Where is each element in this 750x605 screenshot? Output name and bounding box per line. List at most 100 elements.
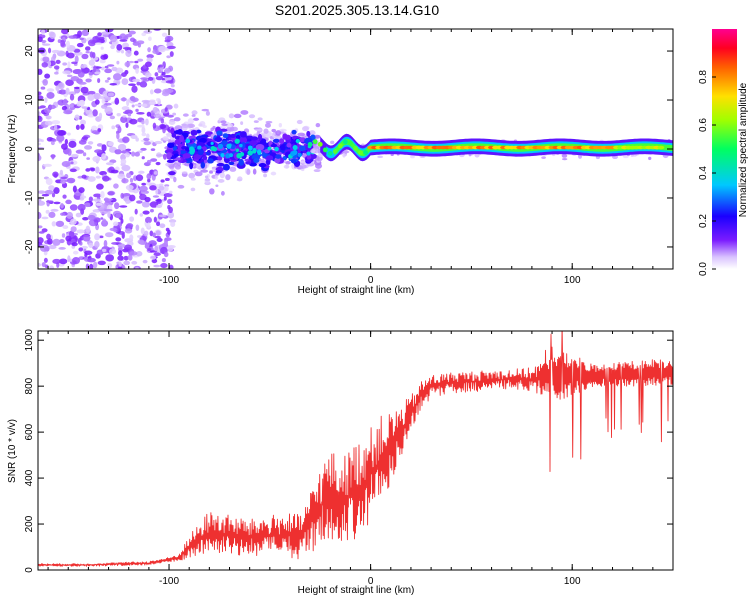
spectrogram-noise-blob [168, 264, 174, 269]
spectrogram-noise-blob [129, 251, 138, 256]
spectrogram-cloud-blob [174, 139, 182, 145]
spectrogram-cloud-blob [219, 128, 228, 132]
spectrogram-noise-blob [70, 76, 80, 82]
spectrogram-noise-blob [107, 262, 113, 269]
spectrogram-xtick-label: 100 [564, 275, 581, 286]
spectrogram-noise-blob [73, 86, 81, 90]
spectrogram-noise-blob [41, 216, 49, 220]
spectrogram-noise-blob [158, 185, 165, 191]
spectrogram-noise-blob [122, 114, 127, 118]
spectrogram-halo-blob [225, 174, 231, 181]
spectrogram-noise-blob [38, 225, 43, 229]
spectrogram-cloud-blob [170, 127, 175, 135]
spectrogram-noise-blob [120, 218, 124, 224]
spectrogram-noise-blob [38, 237, 44, 244]
spectrogram-halo-blob [228, 113, 235, 119]
spectrogram-cloud-blob [168, 171, 176, 176]
signal-early-knot [317, 141, 323, 147]
spectrogram-cyan-spot [210, 141, 214, 145]
snr-y-label: SNR (10 * v/v) [7, 419, 18, 483]
spectrogram-noise-blob [108, 248, 117, 255]
spectrogram-noise-blob [109, 227, 118, 232]
spectrogram-noise-blob [138, 170, 145, 174]
spectrogram-noise-blob [117, 243, 126, 249]
spectrogram-halo-blob [198, 123, 203, 127]
spectrogram-cloud-blob [217, 156, 223, 161]
spectrogram-halo-blob [204, 175, 209, 179]
spectrogram-noise-blob [84, 145, 93, 150]
spectrogram-cloud-blob [189, 162, 194, 170]
spectrogram-band-blob [561, 158, 568, 161]
spectrogram-cyan-spot [247, 145, 253, 151]
spectrogram-cloud-blob [199, 137, 207, 144]
spectrogram-noise-blob [70, 153, 79, 158]
spectrogram-noise-blob [134, 103, 143, 107]
spectrogram-noise-blob [152, 122, 157, 129]
spectrogram-cyan-spot [235, 148, 240, 152]
spectrogram-noise-blob [95, 175, 101, 179]
spectrogram-ytick-label: -20 [24, 239, 35, 254]
spectrogram-cloud-blob [253, 158, 260, 163]
spectrogram-cloud-blob [249, 162, 257, 167]
spectrogram-cyan-spot [252, 149, 257, 154]
spectrogram-noise-blob [123, 260, 130, 266]
spectrogram-ytick-label: 10 [24, 94, 35, 106]
spectrogram-noise-blob [164, 177, 170, 182]
spectrogram-noise-blob [126, 223, 134, 229]
spectrogram-noise-blob [158, 214, 167, 218]
spectrogram-noise-blob [68, 35, 78, 39]
spectrogram-band-blob [474, 153, 480, 158]
spectrogram-noise-blob [141, 201, 150, 208]
spectrogram-noise-blob [38, 36, 43, 43]
spectrogram-ytick-label: 0 [24, 146, 35, 152]
spectrogram-halo-blob [231, 126, 238, 132]
spectrogram-noise-blob [46, 91, 55, 99]
signal-early-knot [312, 139, 318, 145]
spectrogram-noise-blob [79, 37, 84, 41]
spectrogram-noise-blob [154, 72, 159, 77]
spectrogram-halo-blob [193, 117, 200, 121]
spectrogram-noise-blob [101, 153, 107, 160]
spectrogram-noise-blob [82, 217, 89, 221]
spectrogram-noise-blob [112, 221, 119, 227]
snr-ytick-label: 400 [24, 469, 35, 486]
spectrogram-noise-blob [141, 132, 147, 137]
spectrogram-noise-blob [170, 221, 176, 227]
spectrogram-noise-blob [164, 192, 173, 198]
spectrogram-halo-blob [229, 166, 237, 172]
spectrogram-noise-blob [155, 76, 164, 81]
spectrogram-noise-blob [45, 115, 52, 120]
signal-early-knot [322, 147, 328, 153]
spectrogram-noise-blob [123, 255, 129, 261]
spectrogram-noise-blob [84, 46, 91, 51]
spectrogram-noise-blob [163, 251, 169, 258]
spectrogram-noise-blob [62, 194, 67, 199]
spectrogram-halo-blob [296, 119, 303, 125]
spectrogram-noise-blob [81, 106, 88, 109]
spectrogram-noise-blob [131, 151, 136, 157]
snr-marks [38, 331, 673, 567]
spectrogram-noise-blob [78, 187, 85, 193]
spectrogram-noise-blob [141, 156, 145, 160]
spectrogram-cyan-spot [217, 143, 224, 149]
spectrogram-cloud-blob [290, 159, 297, 164]
spectrogram-noise-blob [134, 208, 138, 215]
spectrogram-noise-blob [38, 142, 42, 146]
spectrogram-noise-blob [142, 79, 150, 82]
spectrogram-noise-blob [75, 124, 80, 130]
spectrogram-noise-blob [97, 78, 101, 83]
spectrogram-noise-blob [121, 106, 130, 111]
spectrogram-cloud-blob [245, 135, 254, 140]
spectrogram-halo-blob [263, 173, 268, 178]
spectrogram-noise-blob [148, 100, 157, 106]
spectrogram-band-blob [622, 154, 629, 159]
snr-frame [37, 330, 674, 571]
spectrogram-noise-blob [122, 111, 130, 115]
spectrogram-band-blob [312, 142, 318, 147]
spectrogram-noise-blob [104, 29, 114, 33]
signal-early-knot [358, 150, 363, 156]
spectrogram-noise-blob [70, 218, 77, 225]
spectrogram-noise-blob [56, 134, 65, 142]
spectrogram-noise-blob [88, 242, 94, 248]
spectrogram-y-ticks: -20 -10 0 10 20 [24, 45, 673, 254]
